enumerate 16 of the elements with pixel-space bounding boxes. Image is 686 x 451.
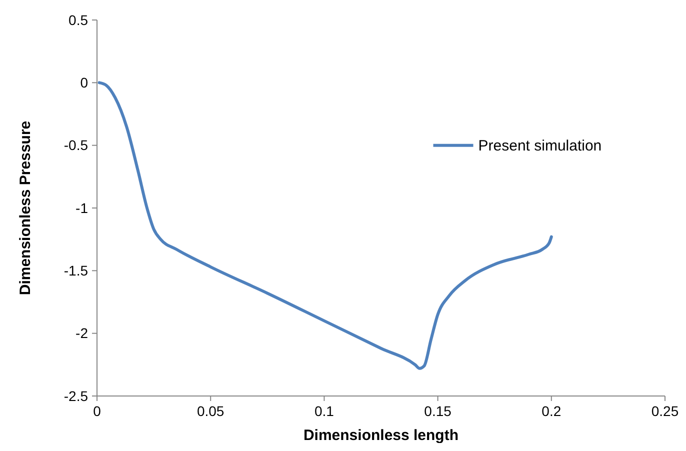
y-tick-label: -2 bbox=[76, 325, 88, 342]
x-tick-label: 0.25 bbox=[651, 403, 679, 419]
x-axis-title: Dimensionless length bbox=[303, 427, 459, 444]
y-tick-label: -0.5 bbox=[64, 137, 88, 154]
x-tick-label: 0.05 bbox=[196, 403, 224, 419]
x-tick-label: 0.2 bbox=[542, 403, 562, 419]
y-tick-label: -2.5 bbox=[64, 388, 88, 404]
y-tick-label: -1 bbox=[76, 200, 88, 216]
y-tick-label: 0 bbox=[80, 74, 88, 91]
x-tick-label: 0.15 bbox=[424, 403, 452, 419]
x-tick-label: 0.1 bbox=[314, 403, 334, 419]
y-tick-label: 0.5 bbox=[68, 12, 88, 28]
legend-label: Present simulation bbox=[478, 138, 602, 155]
y-axis-title: Dimensionless Pressure bbox=[17, 120, 34, 296]
y-tick-label: -1.5 bbox=[64, 262, 88, 279]
x-tick-label: 0 bbox=[93, 403, 102, 419]
